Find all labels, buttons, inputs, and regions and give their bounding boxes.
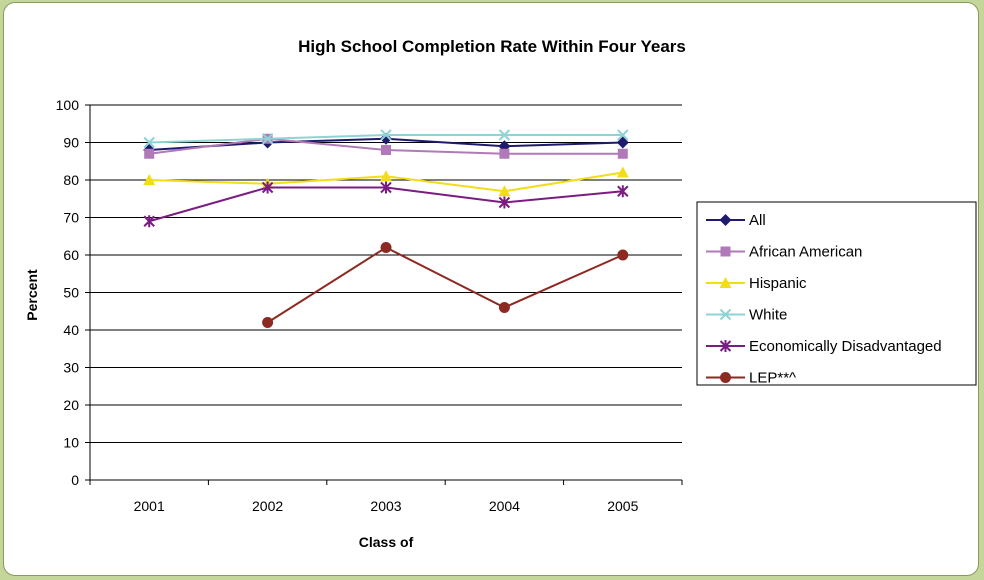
data-point: [617, 185, 629, 198]
gridlines: [90, 104, 682, 443]
data-point: [144, 148, 155, 159]
data-point: [143, 215, 155, 228]
legend-label: All: [749, 212, 766, 229]
data-point: [380, 242, 392, 253]
legend-label: LEP**^: [749, 370, 796, 387]
series-lines: [143, 129, 629, 328]
legend-item: Hispanic: [706, 275, 807, 292]
legend-item: All: [706, 212, 766, 229]
data-point: [616, 136, 629, 149]
data-point: [498, 185, 511, 197]
data-point: [498, 129, 511, 141]
data-point: [262, 317, 274, 328]
data-point: [380, 129, 392, 141]
x-tick-label: 2003: [370, 498, 401, 514]
y-tick-label: 90: [63, 135, 79, 151]
series-4: [143, 181, 629, 228]
x-tick-label: 2002: [252, 498, 283, 514]
x-tick-label: 2004: [489, 498, 520, 514]
y-tick-label: 100: [56, 97, 80, 113]
data-point: [381, 145, 391, 155]
x-tick-labels: 2001 2002 2003 2004 2005: [134, 498, 639, 514]
y-tick-label: 20: [63, 397, 79, 413]
data-point: [719, 340, 732, 352]
data-point: [498, 302, 510, 313]
y-tick-label: 50: [63, 285, 79, 301]
data-point: [498, 196, 511, 209]
legend-box: [696, 201, 977, 386]
y-tick-label: 10: [63, 435, 79, 451]
legend-label: Economically Disadvantaged: [749, 338, 942, 355]
data-point: [143, 174, 156, 185]
series-line: [267, 246, 624, 324]
legend-label: Hispanic: [749, 275, 807, 292]
legend-label: White: [749, 307, 787, 324]
data-point: [719, 214, 732, 226]
data-point: [616, 166, 629, 178]
data-point: [719, 308, 732, 321]
data-point: [499, 148, 510, 159]
data-point: [617, 129, 629, 141]
data-point: [617, 148, 628, 159]
legend-item: African American: [706, 244, 862, 261]
series-2: [143, 166, 629, 197]
data-point: [719, 277, 732, 288]
data-point: [617, 249, 629, 261]
y-tick-labels: 0 10 20 30 40 50 60 70 80 90 100: [56, 97, 80, 488]
legend-label: African American: [749, 244, 862, 261]
y-tick-label: 30: [63, 360, 79, 376]
chart-title: High School Completion Rate Within Four …: [298, 37, 686, 56]
data-point: [143, 136, 155, 149]
y-tick-label: 40: [63, 322, 79, 338]
data-point: [261, 133, 274, 145]
data-point: [261, 181, 274, 194]
x-tick-label: 2001: [134, 498, 165, 514]
y-tick-label: 60: [63, 247, 79, 263]
series-3: [143, 129, 629, 149]
legend-item: White: [706, 307, 787, 324]
y-tick-label: 70: [63, 210, 79, 226]
data-point: [720, 246, 731, 257]
y-tick-label: 0: [71, 472, 79, 488]
data-point: [380, 181, 392, 194]
legend-item: Economically Disadvantaged: [706, 338, 942, 355]
legend-item: LEP**^: [706, 370, 796, 387]
x-axis-title: Class of: [359, 534, 414, 550]
axes: [85, 104, 683, 485]
chart-frame: High School Completion Rate Within Four …: [3, 2, 979, 576]
y-tick-label: 80: [63, 172, 79, 188]
data-point: [380, 170, 392, 182]
line-chart: High School Completion Rate Within Four …: [24, 37, 977, 550]
y-axis-title: Percent: [24, 269, 40, 321]
x-tick-label: 2005: [607, 498, 638, 514]
legend: All African American Hispanic White Economic…: [696, 201, 977, 387]
data-point: [720, 372, 731, 383]
series-5: [262, 242, 629, 328]
